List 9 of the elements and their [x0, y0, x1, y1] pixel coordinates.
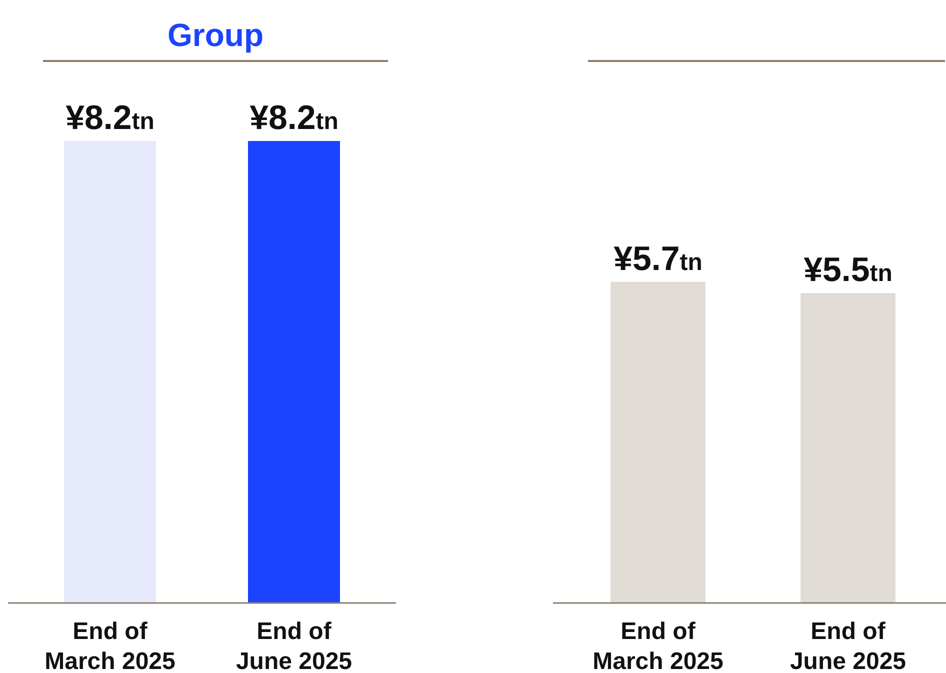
x-tick-label: End of March 2025 — [44, 618, 176, 673]
x-tick-label: End of June 2025 — [236, 618, 352, 673]
data-label: ¥5.5tn — [804, 251, 892, 290]
chart-title: Group — [168, 17, 264, 53]
data-label: ¥5.7tn — [614, 240, 702, 278]
x-tick-label: End of March 2025 — [592, 618, 724, 673]
data-label: ¥8.2tn — [66, 99, 154, 137]
x-tick-label: End of June 2025 — [790, 618, 906, 673]
data-label: ¥8.2tn — [250, 99, 338, 137]
